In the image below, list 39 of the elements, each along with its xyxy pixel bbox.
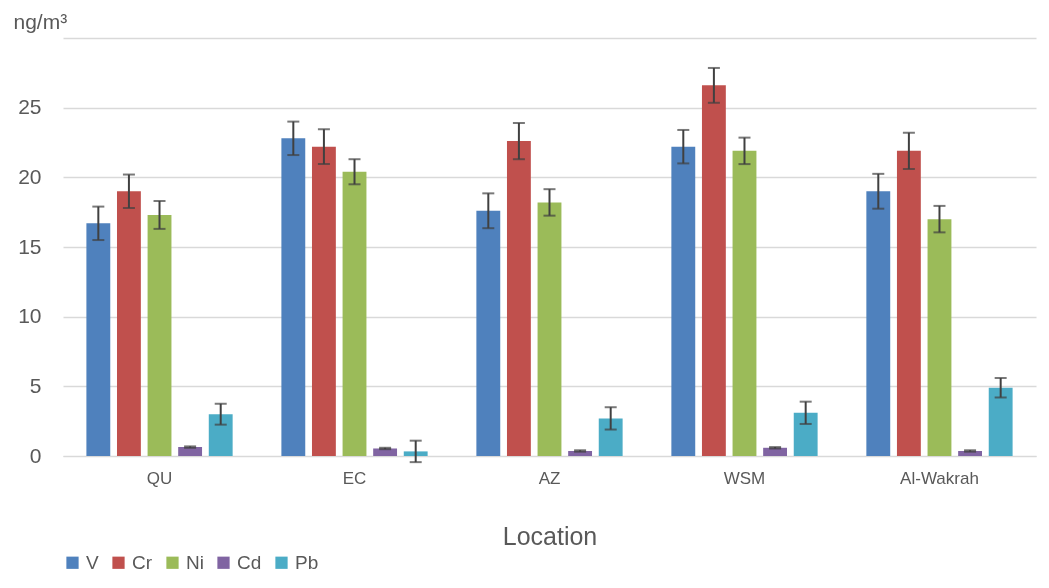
bar — [988, 387, 1013, 456]
bar — [506, 141, 531, 456]
bar — [701, 85, 726, 456]
bar — [208, 414, 233, 456]
bar — [866, 191, 891, 456]
bar — [537, 202, 562, 456]
bar — [476, 210, 501, 456]
y-tick-label: 25 — [18, 95, 42, 119]
y-tick-label: 10 — [18, 304, 42, 328]
y-tick-label: 5 — [29, 373, 42, 397]
legend-label: Cd — [237, 551, 262, 573]
bar — [763, 447, 788, 456]
bar — [342, 171, 367, 456]
bar — [147, 214, 172, 456]
x-tick-label: QU — [146, 468, 173, 488]
bar — [116, 191, 141, 456]
bar — [403, 451, 428, 456]
x-tick-label: WSM — [723, 468, 766, 488]
bar — [671, 146, 696, 456]
y-tick-label: 0 — [29, 443, 42, 467]
bar — [598, 418, 623, 456]
y-tick-label: 15 — [18, 234, 42, 258]
y-tick-label: 20 — [18, 164, 42, 188]
bar — [311, 146, 336, 456]
x-tick-label: EC — [342, 468, 367, 488]
legend-label: V — [86, 551, 99, 573]
bar — [732, 150, 757, 456]
bar — [793, 412, 818, 456]
x-axis-title: Location — [502, 521, 598, 550]
bar — [896, 150, 921, 456]
legend-label: Pb — [295, 551, 319, 573]
bar — [86, 223, 111, 456]
x-tick-label: AZ — [538, 468, 561, 488]
x-tick-label: Al-Wakrah — [900, 468, 979, 488]
bar — [927, 219, 952, 456]
legend-label: Cr — [132, 551, 153, 573]
y-axis-title: ng/m³ — [13, 9, 68, 33]
legend-label: Ni — [186, 551, 204, 573]
bar — [281, 138, 306, 456]
